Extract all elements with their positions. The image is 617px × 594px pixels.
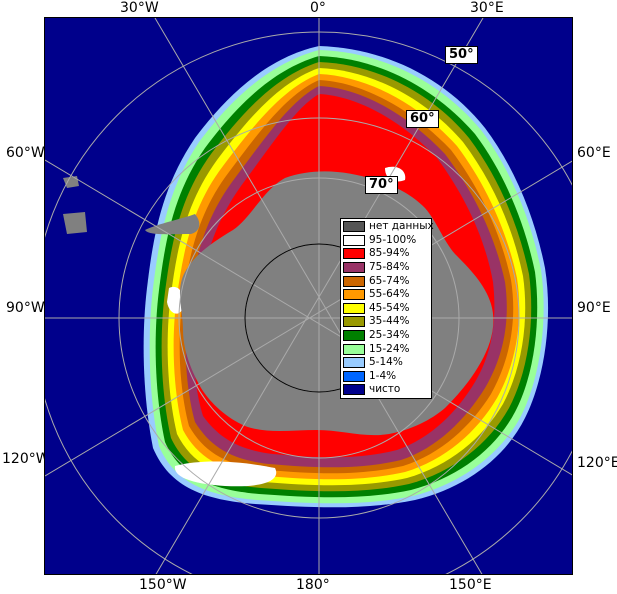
legend-label: 95-100% <box>369 233 417 246</box>
legend-label: чисто <box>369 383 401 396</box>
legend-item: 95-100% <box>343 234 429 248</box>
legend-label: 35-44% <box>369 315 410 328</box>
antarctic-peninsula <box>145 214 200 235</box>
lat-label-60: 60° <box>406 110 439 128</box>
lon-label-0: 0° <box>310 0 326 16</box>
legend-label: 55-64% <box>369 288 410 301</box>
legend: нет данных 95-100% 85-94% 75-84% 65-74% … <box>340 218 434 399</box>
legend-swatch <box>343 275 365 287</box>
legend-item: 1-4% <box>343 370 429 384</box>
lon-label-30w: 30°W <box>120 0 159 16</box>
legend-label: 65-74% <box>369 274 410 287</box>
legend-item: 75-84% <box>343 261 429 275</box>
lon-label-150w: 150°W <box>139 577 187 593</box>
lon-label-180: 180° <box>296 577 330 593</box>
legend-swatch <box>343 370 365 382</box>
legend-label: 5-14% <box>369 356 403 369</box>
lon-label-120e: 120°E <box>577 455 617 471</box>
graticule <box>45 18 572 574</box>
legend-item: чисто <box>343 383 429 397</box>
island-grey-a <box>63 176 79 188</box>
legend-item: 85-94% <box>343 247 429 261</box>
meridian-60e-120w <box>45 160 572 477</box>
legend-swatch <box>343 248 365 260</box>
lon-label-150e: 150°E <box>449 577 492 593</box>
legend-item: 5-14% <box>343 356 429 370</box>
legend-item: 55-64% <box>343 288 429 302</box>
legend-swatch <box>343 330 365 342</box>
legend-swatch <box>343 221 365 233</box>
lon-label-60e: 60°E <box>577 145 611 161</box>
legend-swatch <box>343 289 365 301</box>
legend-label: 45-54% <box>369 301 410 314</box>
legend-item: 45-54% <box>343 302 429 316</box>
legend-swatch <box>343 262 365 274</box>
lon-label-60w: 60°W <box>6 145 45 161</box>
legend-label: 15-24% <box>369 342 410 355</box>
lat-label-50: 50° <box>445 46 478 64</box>
legend-item: 25-34% <box>343 329 429 343</box>
lon-label-90w: 90°W <box>6 300 45 316</box>
legend-swatch <box>343 343 365 355</box>
legend-swatch <box>343 357 365 369</box>
legend-label: 75-84% <box>369 261 410 274</box>
sea-ice-map: 50° 60° 70° <box>44 17 573 575</box>
legend-item: 65-74% <box>343 274 429 288</box>
ice-patch-95-100-a <box>174 461 277 487</box>
legend-label: 25-34% <box>369 329 410 342</box>
legend-swatch <box>343 316 365 328</box>
legend-label: нет данных <box>369 220 434 233</box>
legend-label: 1-4% <box>369 369 397 382</box>
lon-label-30e: 30°E <box>470 0 504 16</box>
lon-label-120w: 120°W <box>2 451 50 467</box>
legend-swatch <box>343 234 365 246</box>
legend-label: 85-94% <box>369 247 410 260</box>
legend-swatch <box>343 302 365 314</box>
legend-item: нет данных <box>343 220 434 234</box>
sea-ice-map-canvas <box>45 18 572 574</box>
legend-item: 15-24% <box>343 342 429 356</box>
island-grey-b <box>63 212 87 234</box>
lat-label-70: 70° <box>365 176 398 194</box>
legend-swatch <box>343 384 365 396</box>
legend-item: 35-44% <box>343 315 429 329</box>
lon-label-90e: 90°E <box>577 300 611 316</box>
